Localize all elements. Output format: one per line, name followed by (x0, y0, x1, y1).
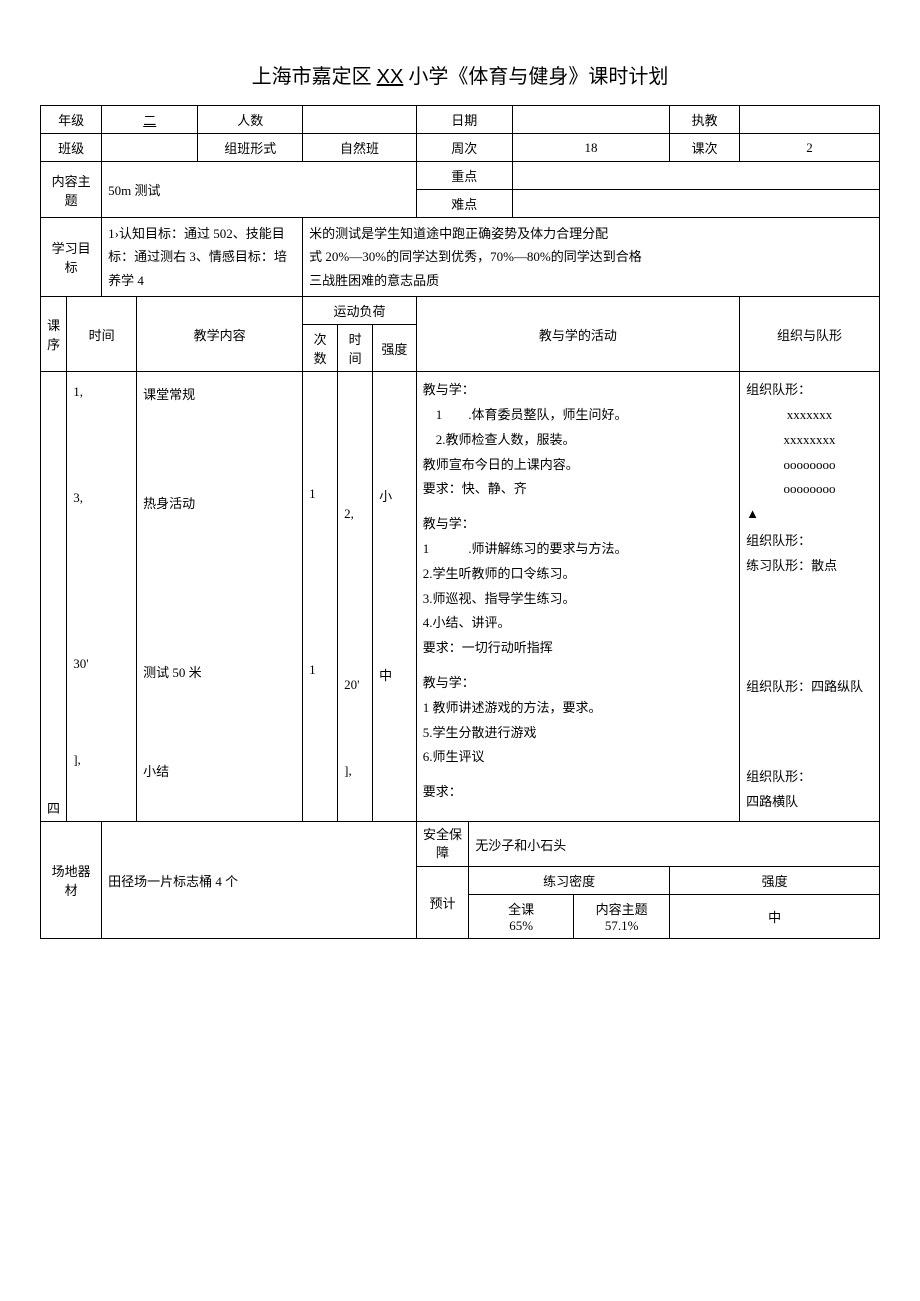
topic-value: 50m 测试 (102, 162, 417, 218)
class-value (102, 134, 198, 162)
activity-cell: 教与学： 1 .体育委员整队，师生问好。 2.教师检查人数，服装。 教师宣布今日… (416, 372, 739, 822)
col-activity: 教与学的活动 (416, 297, 739, 372)
date-value (512, 106, 669, 134)
col-seq: 课序 (41, 297, 67, 372)
week-label: 周次 (416, 134, 512, 162)
goals-label: 学习目标 (41, 218, 102, 297)
title-prefix: 上海市嘉定区 (252, 66, 377, 88)
org-cell: 组织队形： xxxxxxx xxxxxxxx oooooooo oooooooo… (740, 372, 880, 822)
title-xx: XX (377, 66, 404, 88)
content-cell: 课堂常规 热身活动 测试 50 米 小结 (137, 372, 303, 822)
week-value: 18 (512, 134, 669, 162)
goals-right: 米的测试是学生知道途中跑正确姿势及体力合理分配 式 20%—30%的同学达到优秀… (303, 218, 880, 297)
intensity-label: 强度 (670, 867, 880, 895)
topic-label: 内容主题 (41, 162, 102, 218)
page-title: 上海市嘉定区 XX 小学《体育与健身》课时计划 (40, 60, 880, 89)
col-load-time: 时间 (338, 325, 373, 372)
col-load-count: 次数 (303, 325, 338, 372)
focus-label: 重点 (416, 162, 512, 190)
safety-value: 无沙子和小石头 (469, 821, 880, 866)
lesson-plan-table: 年级 二 人数 日期 执教 班级 组班形式 自然班 周次 18 课次 2 内容主… (40, 105, 880, 939)
predict-label: 预计 (416, 867, 468, 939)
intensity-cell: 小 中 (373, 372, 417, 822)
col-load: 运动负荷 (303, 297, 417, 325)
lesson-label: 课次 (670, 134, 740, 162)
count-cell: 1 1 (303, 372, 338, 822)
focus-value (512, 162, 879, 190)
teacher-label: 执教 (670, 106, 740, 134)
col-time: 时间 (67, 297, 137, 372)
loadtime-cell: 2, 20' ], (338, 372, 373, 822)
density-label: 练习密度 (469, 867, 670, 895)
title-suffix: 小学《体育与健身》课时计划 (403, 66, 668, 88)
intensity-value: 中 (670, 895, 880, 939)
field-value: 田径场一片标志桶 4 个 (102, 821, 417, 938)
count-label: 人数 (198, 106, 303, 134)
teacher-value (740, 106, 880, 134)
form-label: 组班形式 (198, 134, 303, 162)
form-value: 自然班 (303, 134, 417, 162)
topic-density: 内容主题57.1% (574, 895, 670, 939)
goals-left: 1›认知目标：通过 502、技能目标：通过测右 3、情感目标：培养学 4 (102, 218, 303, 297)
safety-label: 安全保障 (416, 821, 468, 866)
lesson-value: 2 (740, 134, 880, 162)
date-label: 日期 (416, 106, 512, 134)
seq-cell: 四 (41, 372, 67, 822)
difficulty-label: 难点 (416, 190, 512, 218)
difficulty-value (512, 190, 879, 218)
full-label: 全课65% (469, 895, 574, 939)
col-org: 组织与队形 (740, 297, 880, 372)
time-cell: 1, 3, 30' ], (67, 372, 137, 822)
count-value (303, 106, 417, 134)
col-load-intensity: 强度 (373, 325, 417, 372)
grade-label: 年级 (41, 106, 102, 134)
grade-value: 二 (102, 106, 198, 134)
class-label: 班级 (41, 134, 102, 162)
col-content: 教学内容 (137, 297, 303, 372)
field-label: 场地器材 (41, 821, 102, 938)
